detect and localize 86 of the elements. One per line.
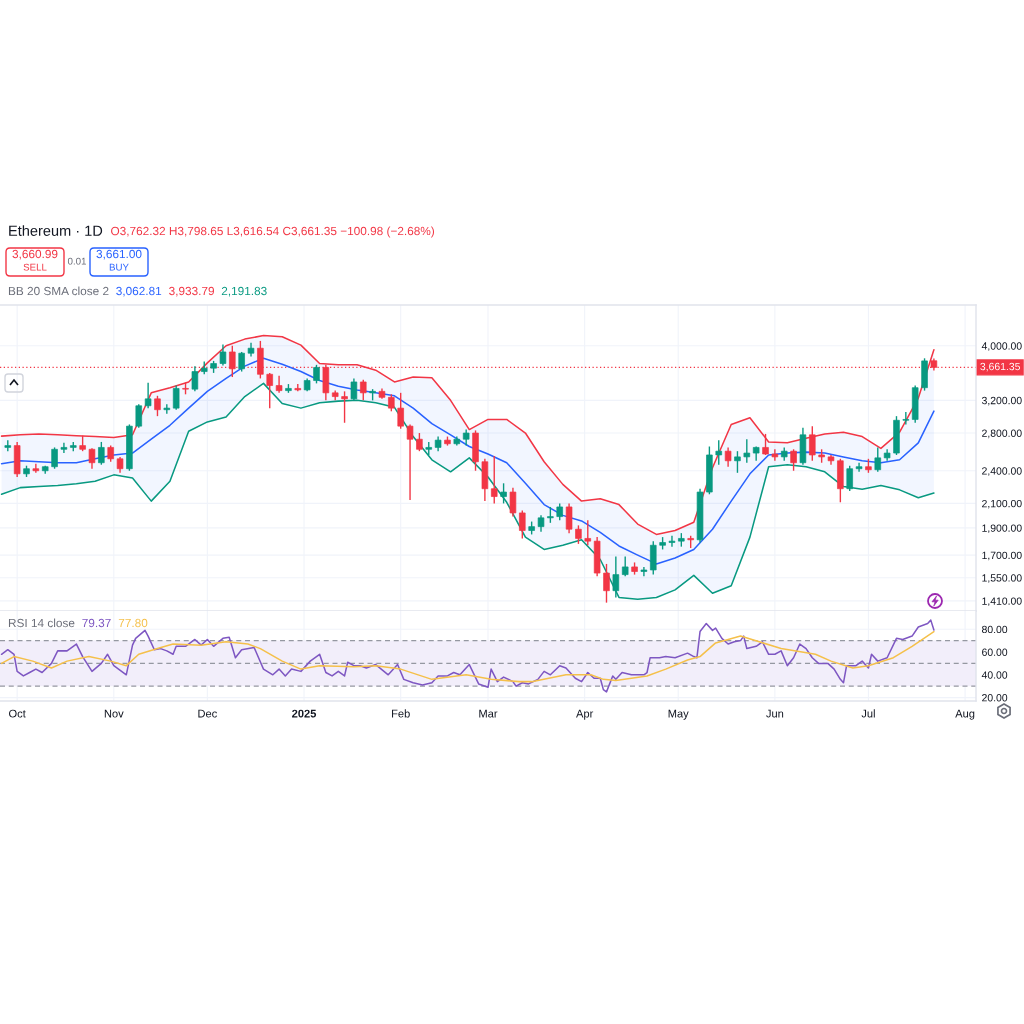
y-tick-label: 1,900.00 bbox=[982, 524, 1022, 534]
candlestick bbox=[584, 519, 592, 546]
y-tick-label: 2,100.00 bbox=[982, 499, 1022, 509]
x-tick-label: Oct bbox=[9, 709, 26, 718]
y-tick-label: 20.00 bbox=[982, 694, 1008, 702]
candlestick bbox=[191, 365, 199, 393]
x-tick-label: Nov bbox=[104, 709, 124, 718]
candlestick bbox=[51, 446, 58, 470]
candlestick bbox=[874, 446, 882, 473]
y-tick-label: 60.00 bbox=[982, 648, 1008, 656]
text: O3,762.32 H3,798.65 L3,616.54 C3,661.35 −100.98 (−2.68%) bbox=[111, 226, 435, 238]
candlestick bbox=[500, 482, 507, 505]
candlestick bbox=[490, 455, 498, 505]
y-tick-label: 4,000.00 bbox=[981, 342, 1022, 351]
candlestick bbox=[163, 403, 171, 415]
candlestick bbox=[724, 446, 732, 468]
candlestick bbox=[902, 411, 910, 426]
candlestick bbox=[743, 438, 751, 464]
text: 3,661.00 bbox=[96, 249, 142, 260]
candlestick bbox=[341, 390, 348, 424]
line-series bbox=[0, 619, 935, 693]
candlestick bbox=[88, 447, 96, 470]
candlestick bbox=[715, 439, 722, 466]
x-tick-label: Apr bbox=[576, 709, 594, 720]
x-tick-label: May bbox=[668, 709, 689, 720]
candlestick bbox=[406, 423, 414, 501]
annotation: 77.80 bbox=[118, 618, 148, 628]
candlestick bbox=[275, 374, 283, 394]
candlestick bbox=[313, 364, 320, 385]
candlestick bbox=[603, 563, 610, 604]
text: SELL bbox=[23, 263, 47, 271]
y-tick-label: 80.00 bbox=[982, 625, 1008, 634]
candlestick bbox=[135, 403, 143, 429]
candlestick bbox=[668, 535, 676, 548]
candlestick bbox=[144, 381, 152, 409]
candlestick bbox=[397, 392, 404, 430]
candlestick bbox=[575, 524, 582, 545]
text: 3,062.81 bbox=[116, 286, 162, 297]
text: 2,191.83 bbox=[221, 286, 267, 297]
y-tick-label: 1,550.00 bbox=[982, 574, 1022, 583]
x-tick-label: Dec bbox=[198, 709, 217, 718]
text: 3,933.79 bbox=[169, 286, 215, 297]
x-tick-label: Jul bbox=[861, 709, 875, 718]
candlestick bbox=[519, 509, 526, 540]
candlestick bbox=[762, 433, 769, 456]
x-tick-label: Jun bbox=[766, 709, 784, 718]
x-tick-label: Mar bbox=[479, 709, 498, 718]
candlestick bbox=[360, 379, 367, 402]
y-tick-label: 1,410.00 bbox=[982, 597, 1022, 607]
y-tick-label: 40.00 bbox=[981, 671, 1008, 679]
chart-title: Ethereum · 1D bbox=[9, 225, 103, 236]
text: BB 20 SMA close 2 bbox=[8, 286, 109, 296]
candlestick bbox=[238, 351, 245, 373]
annotation: RSI 14 close bbox=[8, 618, 75, 628]
candlestick bbox=[32, 463, 40, 474]
x-tick-label: Feb bbox=[392, 709, 410, 718]
candlestick bbox=[846, 465, 853, 492]
y-tick-label: 3,200.00 bbox=[981, 396, 1022, 406]
candlestick bbox=[266, 372, 273, 409]
candlestick bbox=[154, 395, 161, 417]
y-tick-label: 2,400.00 bbox=[982, 467, 1022, 476]
candlestick bbox=[621, 555, 629, 577]
candlestick bbox=[219, 343, 227, 367]
candlestick bbox=[172, 384, 180, 411]
text: BUY bbox=[109, 263, 129, 271]
ref-line-label: 3,661.35 bbox=[980, 362, 1021, 372]
candlestick bbox=[790, 448, 797, 472]
text: 3,660.99 bbox=[12, 249, 58, 260]
candlestick bbox=[98, 441, 105, 466]
x-tick-label: 2025 bbox=[292, 709, 317, 718]
candlestick bbox=[565, 502, 573, 534]
line-series bbox=[0, 382, 935, 600]
text: 0.01 bbox=[67, 257, 86, 265]
y-tick-label: 1,700.00 bbox=[982, 551, 1022, 561]
x-tick-label: Aug bbox=[955, 709, 975, 720]
candlestick bbox=[809, 425, 816, 462]
candlestick bbox=[640, 566, 648, 577]
candlestick bbox=[734, 450, 741, 474]
candlestick bbox=[855, 462, 863, 473]
annotation: 79.37 bbox=[82, 618, 111, 628]
line-series bbox=[0, 357, 935, 565]
line-series bbox=[0, 630, 935, 683]
y-tick-label: 2,800.00 bbox=[982, 429, 1022, 439]
candlestick bbox=[509, 486, 517, 518]
candlestick bbox=[60, 442, 68, 454]
candlestick bbox=[416, 432, 423, 452]
